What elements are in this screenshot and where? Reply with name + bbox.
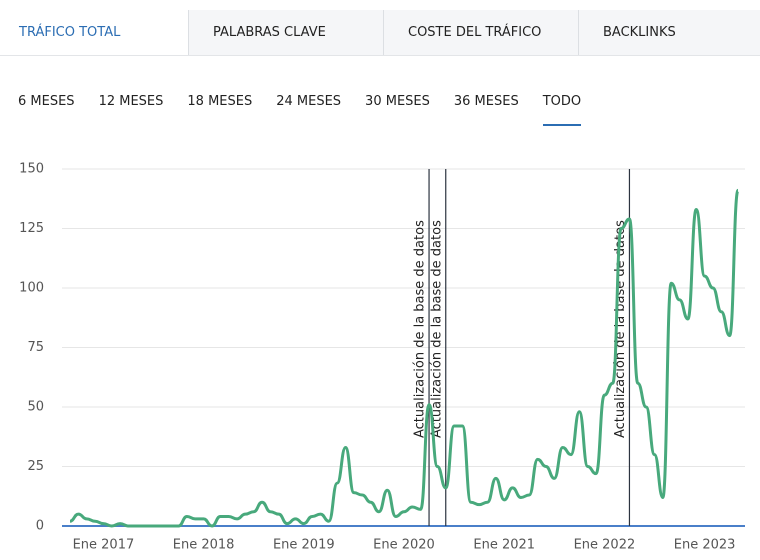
tab[interactable]: PALABRAS CLAVE: [189, 10, 384, 55]
y-tick-label: 25: [27, 459, 44, 474]
y-tick-label: 100: [19, 281, 44, 296]
x-tick-label: Ene 2017: [73, 538, 135, 553]
tab[interactable]: BACKLINKS: [603, 25, 676, 40]
line-series: [69, 188, 740, 528]
period[interactable]: 24 MESES: [276, 94, 342, 109]
y-tick-label: 50: [27, 400, 44, 415]
x-tick-label: Ene 2019: [273, 538, 335, 553]
annotation-label: Actualización de la base de datos: [429, 220, 444, 438]
y-tick-label: 75: [27, 340, 44, 355]
x-tick-label: Ene 2023: [674, 538, 736, 553]
period-bar: 6 MESES 12 MESES 18 MESES 24 MESES 30 MESES 3…: [18, 92, 582, 126]
y-tick-label: 150: [19, 162, 44, 177]
period[interactable]: 30 MESES: [365, 94, 430, 109]
period[interactable]: 6 MESES: [18, 94, 75, 109]
x-tick-label: Ene 2018: [173, 538, 235, 553]
period[interactable]: 36 MESES: [453, 94, 519, 109]
y-tick-label: 0: [36, 519, 44, 534]
period[interactable]: 12 MESES: [98, 94, 164, 109]
y-tick-label: 125: [19, 221, 44, 236]
x-tick-label: Ene 2021: [473, 538, 535, 553]
tab-bar: TRÁFICO TOTAL PALABRAS CLAVE COSTE DEL TRÁ…: [0, 10, 760, 56]
tab[interactable]: COSTE DEL TRÁFICO: [384, 10, 579, 55]
period[interactable]: 18 MESES: [187, 94, 253, 109]
annotation-label: Actualización de la base de datos: [413, 220, 428, 438]
period[interactable]: TODO: [542, 92, 582, 126]
x-tick-label: Ene 2020: [373, 538, 435, 553]
tab[interactable]: TRÁFICO TOTAL: [0, 10, 189, 55]
x-tick-label: Ene 2022: [574, 538, 636, 553]
